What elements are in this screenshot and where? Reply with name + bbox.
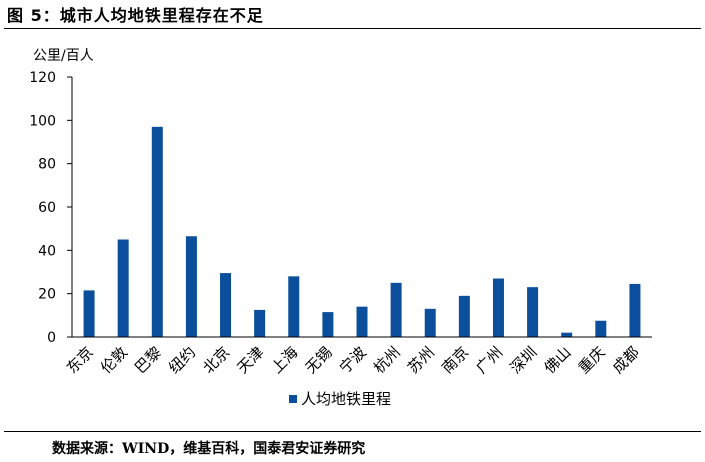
x-tick-label: 东京 [63,343,97,377]
bar-伦敦 [117,239,129,337]
y-tick-label: 0 [47,330,56,346]
bar-北京 [220,273,232,337]
x-tick-label: 杭州 [370,343,404,377]
bottom-rule [4,431,701,432]
x-tick-label: 重庆 [575,343,609,377]
bar-东京 [83,290,95,337]
bar-苏州 [424,308,436,337]
x-tick-label: 广州 [472,343,506,377]
legend-swatch [289,395,297,403]
x-tick-label: 深圳 [506,343,540,377]
x-axis: 东京 伦敦 巴黎 纽约 北京 天津 上海 无锡 宁波 杭州 苏州 南京 广州 深圳 佛山 重庆 成都 [63,336,652,377]
bar-series [83,126,641,337]
x-tick-label: 南京 [438,343,472,377]
x-tick-label: 成都 [609,343,643,377]
y-tick-label: 20 [38,287,56,303]
y-tick-label: 80 [38,157,56,173]
bar-深圳 [527,287,539,337]
x-tick-label: 天津 [234,343,268,377]
x-tick-label: 佛山 [541,343,575,377]
x-tick-label: 纽约 [165,343,199,377]
y-tick-label: 100 [29,113,56,129]
top-rule [4,28,701,29]
y-axis: 0 20 40 60 80 100 120 [29,70,73,346]
y-tick-label: 40 [38,243,56,259]
bar-南京 [458,295,470,337]
legend-label: 人均地铁里程 [301,390,391,408]
bar-巴黎 [151,126,163,337]
source-note: 数据来源：WIND，维基百科，国泰君安证券研究 [52,441,366,457]
bar-无锡 [322,312,334,337]
x-tick-label: 苏州 [404,343,438,377]
bar-佛山 [561,332,573,337]
x-tick-label: 北京 [199,343,233,377]
bar-chart: 公里/百人 0 20 40 60 80 100 120 东京 伦敦 巴黎 纽约 北京 天津 上海 无锡 宁波… [29,48,652,408]
x-tick-label: 上海 [268,343,302,377]
x-tick-label: 伦敦 [97,343,131,377]
y-tick-label: 120 [29,70,56,86]
bar-广州 [492,278,504,337]
figure-title: 图 5：城市人均地铁里程存在不足 [7,6,264,25]
x-tick-label: 宁波 [336,343,370,377]
bar-宁波 [356,306,368,337]
y-tick-label: 60 [38,200,56,216]
bar-杭州 [390,282,402,337]
x-tick-label: 无锡 [302,343,336,377]
x-tick-label: 巴黎 [131,343,165,377]
y-axis-unit-label: 公里/百人 [33,48,94,64]
bar-天津 [254,309,266,337]
legend: 人均地铁里程 [289,390,391,408]
bar-成都 [629,283,641,337]
bar-纽约 [185,236,197,337]
bar-重庆 [595,320,607,337]
bar-上海 [288,276,300,337]
